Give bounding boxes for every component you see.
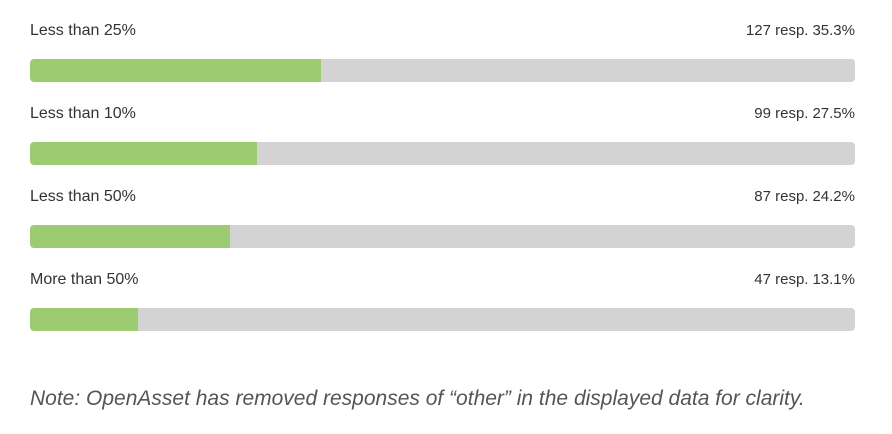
bar-row: Less than 25% 127 resp. 35.3%	[30, 20, 855, 103]
bar-stats: 99 resp. 27.5%	[754, 105, 855, 122]
bar-track	[30, 308, 855, 331]
bar-row: More than 50% 47 resp. 13.1%	[30, 269, 855, 352]
percentage-label: 13.1%	[812, 271, 855, 288]
bar-stats: 47 resp. 13.1%	[754, 271, 855, 288]
bar-track	[30, 59, 855, 82]
bar-fill	[30, 308, 139, 331]
bar-stats: 87 resp. 24.2%	[754, 188, 855, 205]
percentage-label: 35.3%	[812, 22, 855, 39]
bar-fill	[30, 59, 322, 82]
percentage-label: 27.5%	[812, 105, 855, 122]
bar-row: Less than 10% 99 resp. 27.5%	[30, 103, 855, 186]
response-count: 87 resp.	[754, 188, 809, 205]
response-count: 99 resp.	[754, 105, 809, 122]
bar-label: Less than 25%	[30, 22, 136, 39]
response-bar-chart: Less than 25% 127 resp. 35.3% Less than 1…	[30, 20, 855, 352]
chart-note: Note: OpenAsset has removed responses of…	[30, 387, 805, 410]
bar-label: Less than 50%	[30, 188, 136, 205]
bar-track	[30, 142, 855, 165]
bar-row: Less than 50% 87 resp. 24.2%	[30, 186, 855, 269]
bar-label: Less than 10%	[30, 105, 136, 122]
bar-fill	[30, 225, 230, 248]
bar-track	[30, 225, 855, 248]
percentage-label: 24.2%	[812, 188, 855, 205]
bar-label: More than 50%	[30, 271, 139, 288]
bar-stats: 127 resp. 35.3%	[746, 22, 855, 39]
response-count: 127 resp.	[745, 22, 809, 39]
response-count: 47 resp.	[754, 271, 809, 288]
bar-fill	[30, 142, 257, 165]
